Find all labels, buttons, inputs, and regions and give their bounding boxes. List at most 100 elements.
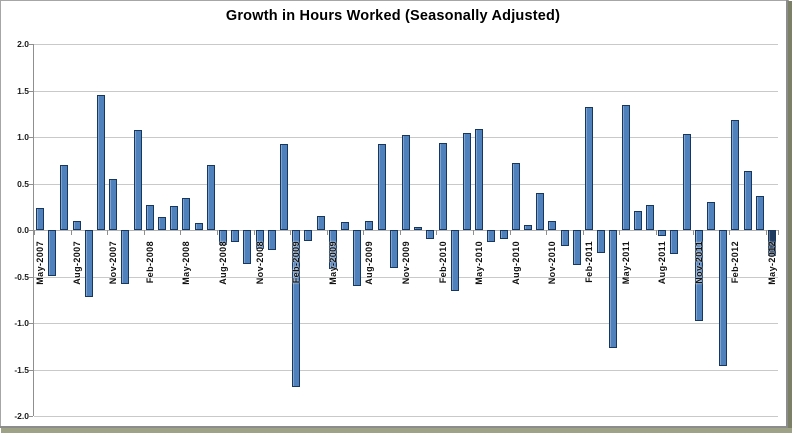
x-axis-tick [253,230,255,235]
y-axis-label: -1.5 [14,364,29,375]
x-axis-label: Nov-2008 [254,241,265,285]
y-axis-label: 0.5 [17,178,29,189]
bar-Oct-2007 [97,95,106,230]
x-axis-tick [34,230,35,235]
bar-May-2007 [36,208,45,230]
frame-shadow-bottom [1,428,792,433]
x-axis-label: Feb-2010 [437,241,448,284]
y-axis-label: 2.0 [17,39,29,49]
gridline--1.5 [34,369,778,371]
y-axis-tick [29,230,33,231]
bar-Mar-2012 [743,171,752,230]
x-axis-label: Aug-2009 [364,241,375,285]
bar-Jan-2010 [426,230,435,239]
bar-Mar-2011 [597,230,606,253]
bar-Oct-2011 [682,134,691,230]
bar-Nov-2008 [255,230,264,249]
bar-Apr-2012 [755,196,764,230]
bar-Oct-2008 [243,230,252,264]
x-axis-tick [473,230,475,235]
bar-Feb-2009 [292,230,301,387]
x-axis-tick [363,230,365,235]
bar-Jul-2008 [206,165,215,230]
x-axis-label: Feb-2011 [583,241,594,283]
bar-Jun-2008 [194,223,203,230]
x-axis-label: May-2012 [766,241,777,285]
x-axis-label: Aug-2007 [71,241,82,285]
frame-border-bottom [0,426,788,428]
frame-border-left [0,0,1,427]
x-axis-label: May-2007 [35,241,46,285]
y-axis-label: -0.5 [14,271,29,282]
x-axis-label: Aug-2008 [218,241,229,285]
frame-border-right [786,0,788,428]
bar-Jan-2011 [572,230,581,265]
bar-Nov-2009 [402,135,410,230]
x-axis-tick [692,230,694,235]
plot-area: 2.0 1.5 1.0 0.5 0.0 -0.5 -1.0 -1.5 -2.0 May-2007 A… [14,39,779,421]
bar-Jan-2009 [280,144,289,230]
x-axis-label: May-2008 [181,241,192,285]
x-axis-tick [436,230,438,235]
x-axis-label: Nov-2007 [108,241,119,285]
x-axis-label: May-2009 [327,241,338,285]
bar-May-2012 [767,230,776,256]
bar-Dec-2007 [121,230,130,284]
y-axis-label: 0.0 [17,225,29,235]
bar-Jun-2010 [487,230,496,242]
x-axis-label: Feb-2008 [144,241,155,284]
gridline-2.0 [34,44,778,45]
x-axis-label: Feb-2012 [730,241,741,284]
bar-Aug-2009 [365,221,374,230]
bar-Sep-2009 [377,144,386,230]
bar-Sep-2008 [231,230,240,242]
x-axis-tick [546,230,548,235]
y-axis-label: 1.0 [17,132,29,142]
x-axis-label: May-2011 [620,241,631,285]
y-axis-tick [29,183,33,185]
x-axis-tick [143,230,145,235]
gridline--2.0 [34,416,778,417]
bar-Dec-2009 [414,227,423,230]
x-axis-label: Feb-2009 [291,241,302,284]
y-axis-tick [29,276,33,278]
bar-Feb-2011 [584,107,593,230]
bar-Apr-2009 [316,216,325,230]
bar-Apr-2011 [609,230,618,348]
bar-Aug-2007 [72,221,81,230]
bar-Aug-2008 [219,230,228,245]
bar-Jul-2011 [645,205,654,230]
x-axis-tick [509,230,511,235]
y-axis-line [33,44,34,416]
chart-title: Growth in Hours Worked (Seasonally Adjus… [225,8,561,24]
gridline--0.5 [34,276,778,278]
x-axis-tick [216,230,218,235]
bar-Mar-2010 [450,230,459,291]
y-axis-tick [29,416,33,417]
x-axis-tick [729,230,731,235]
bar-May-2009 [328,230,337,269]
bar-Dec-2008 [267,230,276,250]
bar-Nov-2007 [109,179,118,230]
bar-Oct-2009 [389,230,398,268]
bar-Jul-2010 [499,230,508,239]
bar-Nov-2010 [548,221,557,230]
bar-Apr-2010 [462,133,471,230]
bar-Jan-2012 [719,230,728,366]
y-axis-tick [29,369,33,371]
bar-Feb-2008 [145,205,154,230]
gridline-1.5 [34,90,778,92]
y-axis-tick [29,323,33,324]
x-axis-tick [107,230,109,235]
bar-Jul-2007 [60,165,69,230]
bar-Jul-2009 [353,230,362,286]
x-axis-tick [619,230,621,235]
x-axis-label: Aug-2010 [510,241,521,285]
x-axis-label: Nov-2011 [693,241,704,284]
bar-Oct-2010 [536,193,545,230]
x-axis-tick [765,230,767,235]
bar-Dec-2010 [560,230,569,246]
bar-May-2010 [475,129,484,230]
x-axis-label: May-2010 [474,241,485,285]
